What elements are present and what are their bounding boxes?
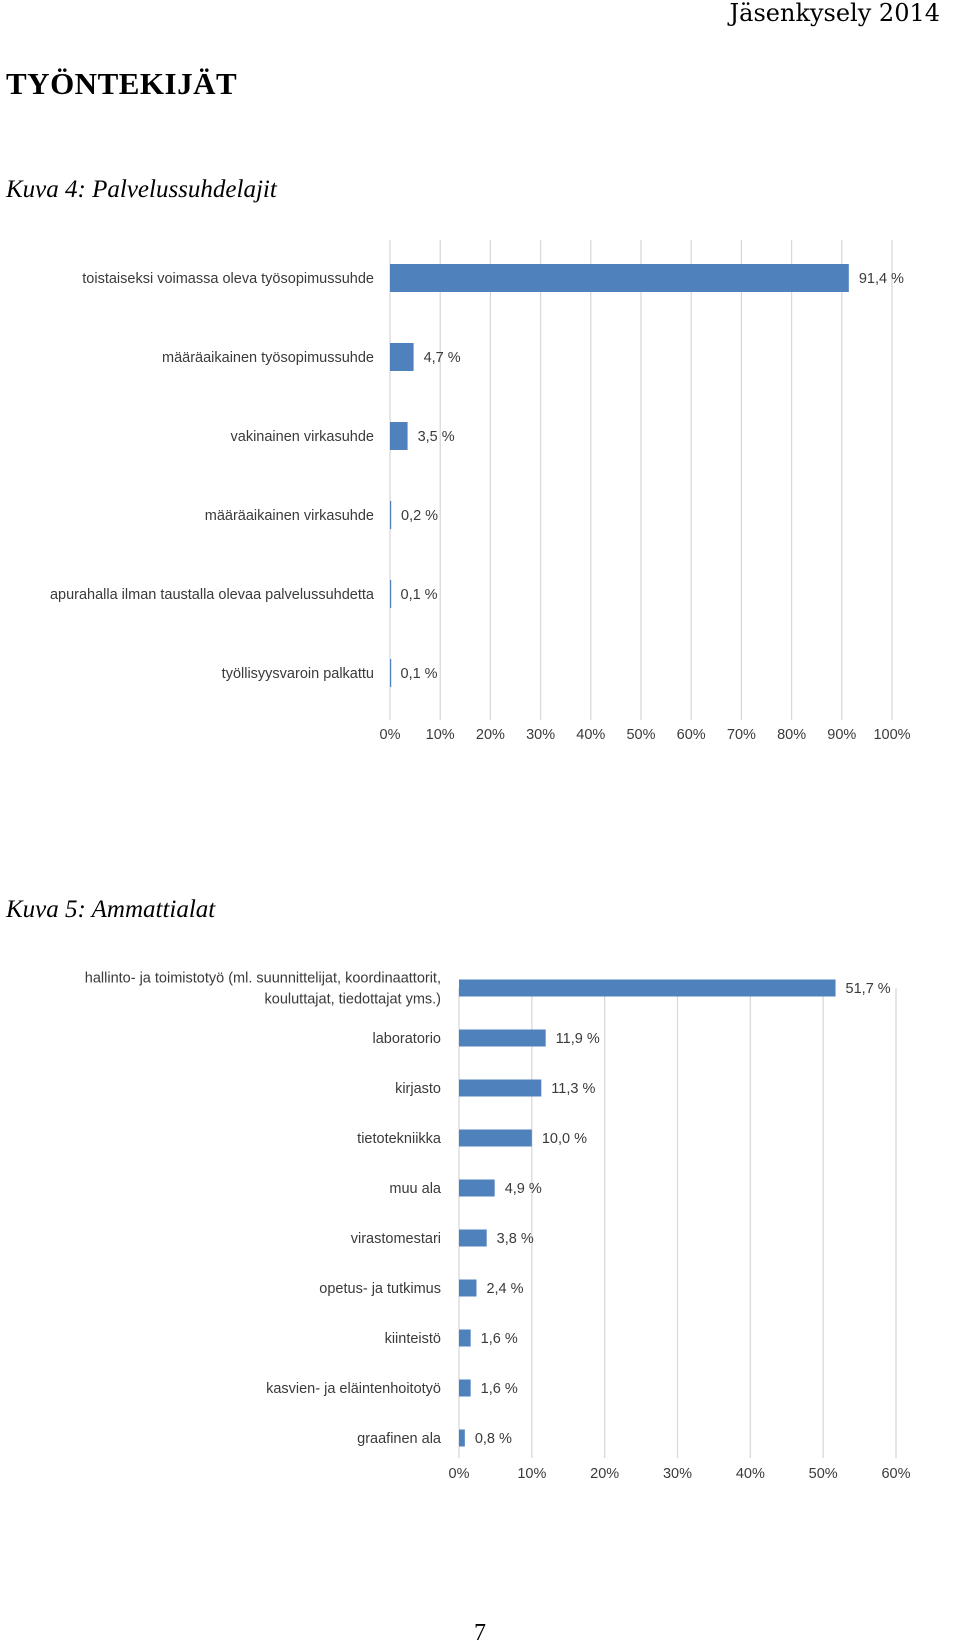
x-tick-label: 20% [476, 727, 505, 743]
bar [390, 343, 414, 371]
bar [459, 1329, 471, 1347]
category-label: muu ala [389, 1181, 442, 1197]
category-label: kouluttajat, tiedottajat yms.) [265, 992, 442, 1008]
x-tick-label: 60% [677, 727, 706, 743]
data-label: 11,9 % [556, 1031, 600, 1047]
bar [390, 580, 392, 608]
employment-type-chart: 0% 10% 20% 30% 40% 50% 60% 70% 80% 90% 100% toistai… [50, 240, 911, 743]
data-label: 0,1 % [401, 666, 438, 682]
bar [390, 659, 392, 687]
category-label: työllisyysvaroin palkattu [222, 666, 374, 682]
bar [459, 1179, 495, 1197]
category-label: virastomestari [351, 1231, 441, 1247]
data-label: 0,2 % [401, 508, 438, 524]
data-label: 91,4 % [859, 271, 904, 287]
bar [459, 1079, 542, 1097]
category-label: opetus- ja tutkimus [319, 1281, 441, 1297]
category-label: hallinto- ja toimistotyö (ml. suunnittel… [85, 971, 441, 987]
bar [390, 422, 408, 450]
x-tick-label: 100% [873, 727, 910, 743]
document-header: Jäsenkysely 2014 [729, 0, 940, 27]
category-label: laboratorio [372, 1031, 441, 1047]
category-label: määräaikainen työsopimussuhde [162, 350, 374, 366]
category-label: kiinteistö [385, 1331, 441, 1347]
bar [459, 1229, 487, 1247]
figure-5-caption: Kuva 5: Ammattialat [6, 896, 216, 923]
x-tick-label: 0% [449, 1466, 470, 1482]
bar [459, 1279, 477, 1297]
data-label: 1,6 % [481, 1381, 518, 1397]
category-label: toistaiseksi voimassa oleva työsopimussu… [82, 271, 374, 287]
x-tick-label: 50% [626, 727, 655, 743]
data-label: 4,7 % [424, 350, 461, 366]
bar [459, 1429, 465, 1447]
data-label: 3,8 % [497, 1231, 534, 1247]
x-tick-label: 90% [827, 727, 856, 743]
category-label: tietotekniikka [357, 1131, 442, 1147]
x-tick-label: 40% [736, 1466, 765, 1482]
bar [390, 264, 849, 292]
x-tick-label: 70% [727, 727, 756, 743]
occupation-field-chart: 0% 10% 20% 30% 40% 50% 60% hallinto- ja toimist… [85, 971, 911, 1483]
x-tick-label: 30% [663, 1466, 692, 1482]
bar [390, 501, 392, 529]
x-tick-label: 60% [881, 1466, 910, 1482]
bar [459, 979, 836, 997]
x-tick-label: 40% [576, 727, 605, 743]
figure-4-caption: Kuva 4: Palvelussuhdelajit [6, 176, 277, 203]
section-title: TYÖNTEKIJÄT [6, 66, 238, 101]
category-label: kirjasto [395, 1081, 441, 1097]
x-tick-label: 10% [517, 1466, 546, 1482]
bar [459, 1129, 532, 1147]
category-label: apurahalla ilman taustalla olevaa palvel… [50, 587, 375, 603]
data-label: 1,6 % [481, 1331, 518, 1347]
data-label: 51,7 % [846, 981, 891, 997]
data-label: 11,3 % [551, 1081, 595, 1097]
data-label: 0,1 % [401, 587, 438, 603]
data-label: 3,5 % [418, 429, 455, 445]
category-label: vakinainen virkasuhde [231, 429, 374, 445]
x-tick-label: 0% [380, 727, 401, 743]
x-tick-label: 10% [426, 727, 455, 743]
x-tick-label: 30% [526, 727, 555, 743]
category-label: määräaikainen virkasuhde [205, 508, 374, 524]
category-label: graafinen ala [357, 1431, 442, 1447]
x-tick-label: 20% [590, 1466, 619, 1482]
data-label: 10,0 % [542, 1131, 587, 1147]
page-number: 7 [474, 1620, 486, 1646]
x-tick-label: 80% [777, 727, 806, 743]
data-label: 2,4 % [486, 1281, 523, 1297]
bar [459, 1379, 471, 1397]
x-tick-label: 50% [809, 1466, 838, 1482]
data-label: 4,9 % [505, 1181, 542, 1197]
bar [459, 1029, 546, 1047]
category-label: kasvien- ja eläintenhoitotyö [266, 1381, 441, 1397]
data-label: 0,8 % [475, 1431, 512, 1447]
